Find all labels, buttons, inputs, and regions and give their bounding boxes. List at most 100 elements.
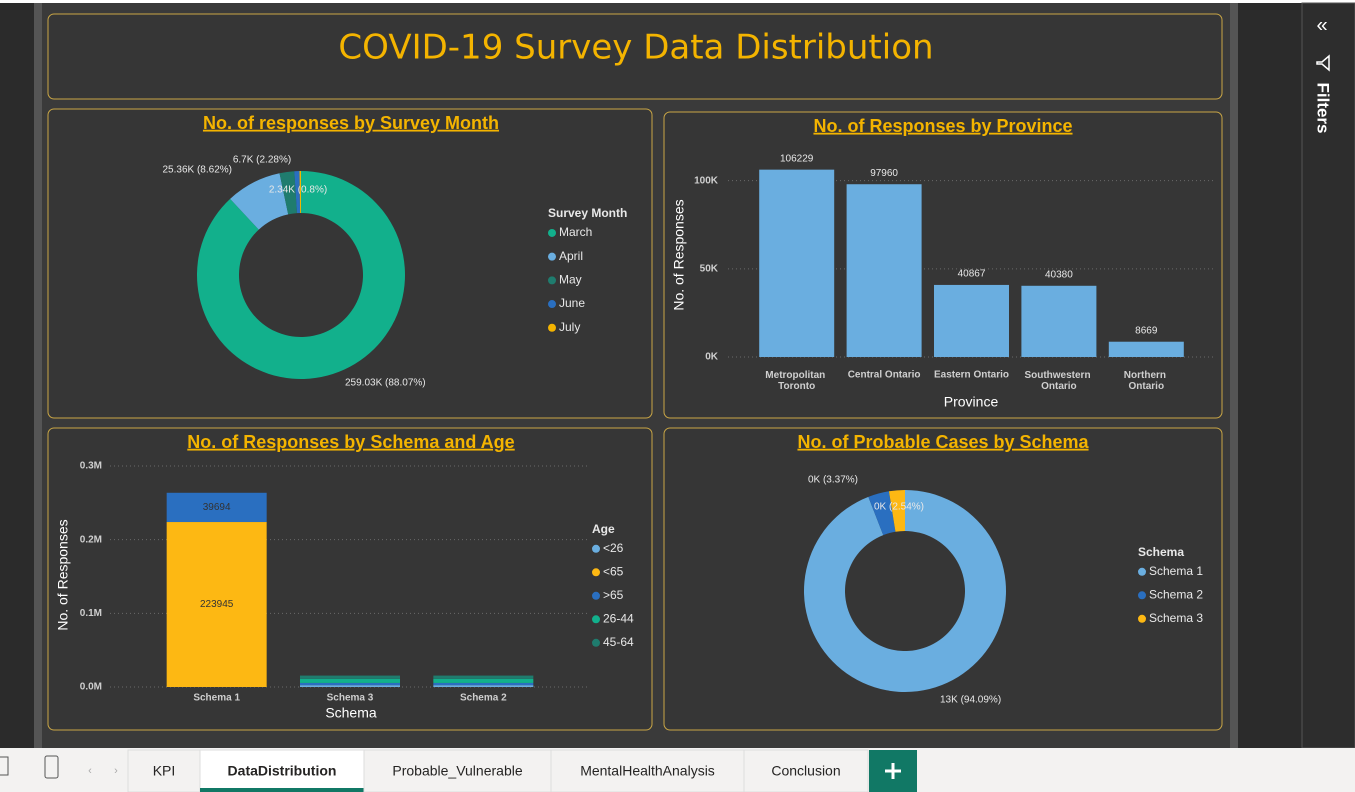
page-title: COVID-19 Survey Data Distribution [338, 28, 933, 68]
y-tick-label: 0.1M [80, 608, 102, 619]
donut-slice[interactable] [803, 490, 1006, 692]
legend-title: Age [592, 522, 615, 536]
active-tab-underline [200, 788, 364, 792]
y-tick-label: 0.2M [80, 534, 102, 545]
legend-title: Survey Month [548, 206, 627, 220]
bar-segment[interactable] [300, 685, 400, 687]
filters-pane[interactable] [1301, 2, 1355, 749]
legend-swatch [592, 638, 600, 647]
bar-segment[interactable] [433, 682, 534, 686]
bar-segment[interactable] [166, 492, 267, 523]
legend-label[interactable]: April [559, 249, 583, 263]
data-label: 25.36K (8.62%) [163, 165, 233, 176]
bar-segment[interactable] [300, 678, 400, 683]
legend-label[interactable]: 45-64 [603, 635, 634, 649]
bar[interactable] [846, 184, 922, 357]
chart-panel [663, 427, 1223, 731]
donut-slice[interactable] [197, 171, 405, 379]
legend-label[interactable]: 26-44 [603, 611, 634, 625]
bar[interactable] [759, 169, 835, 357]
bar[interactable] [934, 284, 1009, 357]
donut-slice[interactable] [279, 171, 297, 215]
y-tick-label: 0K [705, 352, 719, 363]
x-tick-label: Eastern Ontario [934, 370, 1009, 381]
legend-swatch [592, 544, 600, 553]
chart-title: No. of Responses by Schema and Age [187, 432, 514, 452]
bar-segment[interactable] [300, 682, 400, 686]
legend-title: Schema [1138, 545, 1184, 559]
title-panel [47, 13, 1223, 100]
x-tick-label: Southwestern Ontario [1024, 370, 1093, 392]
bar-segment[interactable] [433, 675, 534, 679]
data-label: 6.7K (2.28%) [233, 155, 291, 166]
mobile-view-icon[interactable] [44, 755, 59, 779]
legend-label[interactable]: <65 [603, 564, 624, 578]
chart-panel [47, 108, 653, 419]
chart-title: No. of responses by Survey Month [203, 113, 499, 133]
bar[interactable] [1021, 285, 1097, 357]
data-label: 13K (94.09%) [940, 695, 1001, 706]
legend-label[interactable]: May [559, 273, 582, 287]
data-label: 39694 [203, 502, 231, 513]
donut-slice[interactable] [299, 171, 301, 214]
legend-swatch [548, 276, 556, 285]
data-label: 259.03K (88.07%) [345, 378, 426, 389]
legend-label[interactable]: <26 [603, 541, 624, 555]
legend-label[interactable]: Schema 3 [1149, 611, 1203, 625]
legend-swatch [548, 323, 556, 332]
legend-swatch [548, 228, 556, 237]
bar-segment[interactable] [433, 678, 534, 683]
tab-label[interactable]: DataDistribution [228, 763, 337, 779]
collapse-icon[interactable]: « [1316, 14, 1327, 36]
legend-label[interactable]: March [559, 225, 592, 239]
y-axis-title: No. of Responses [671, 199, 687, 310]
tab-label[interactable]: Probable_Vulnerable [392, 763, 522, 779]
x-tick-label: Metropolitan Toronto [765, 370, 828, 392]
bar-segment[interactable] [433, 685, 534, 687]
chart-title: No. of Responses by Province [813, 116, 1072, 136]
tab-label[interactable]: KPI [153, 763, 176, 779]
donut-slice[interactable] [294, 171, 301, 214]
data-label: 40380 [1045, 269, 1073, 280]
donut-slice[interactable] [230, 173, 289, 230]
next-arrow[interactable]: › [114, 765, 118, 777]
desktop-view-icon[interactable] [0, 756, 9, 776]
prev-arrow[interactable]: ‹ [88, 765, 92, 777]
data-label: 0K (3.37%) [808, 475, 858, 486]
bar-segment[interactable] [300, 675, 400, 679]
plus-icon [885, 763, 901, 779]
top-edge [0, 0, 1355, 3]
chart-title: No. of Probable Cases by Schema [797, 432, 1089, 452]
legend-label[interactable]: >65 [603, 588, 624, 602]
y-axis-title: No. of Responses [55, 519, 71, 630]
donut-slice[interactable] [888, 490, 905, 532]
bar[interactable] [1108, 341, 1184, 357]
x-axis-title: Schema [325, 705, 377, 721]
y-tick-label: 50K [700, 263, 719, 274]
y-tick-label: 100K [694, 175, 719, 186]
legend-swatch [592, 591, 600, 600]
legend-swatch [592, 568, 600, 577]
data-label: 2.34K (0.8%) [269, 185, 327, 196]
legend-swatch [548, 252, 556, 261]
x-tick-label: Schema 2 [460, 693, 507, 704]
legend-label[interactable]: Schema 1 [1149, 564, 1203, 578]
canvas-shadow [1228, 3, 1238, 748]
tab-label[interactable]: Conclusion [771, 763, 840, 779]
tab-label[interactable]: MentalHealthAnalysis [580, 763, 715, 779]
page-tab[interactable] [743, 749, 869, 792]
canvas-shadow [34, 3, 44, 748]
x-tick-label: Central Ontario [848, 370, 921, 381]
filter-icon [1316, 54, 1330, 72]
bar-segment[interactable] [166, 522, 267, 687]
legend-label[interactable]: June [559, 296, 585, 310]
filters-title[interactable]: Filters [1314, 82, 1333, 133]
legend-label[interactable]: Schema 2 [1149, 587, 1203, 601]
legend-label[interactable]: July [559, 320, 580, 334]
x-axis-title: Province [944, 394, 999, 410]
donut-slice[interactable] [868, 491, 896, 536]
data-label: 40867 [958, 269, 986, 280]
data-label: 97960 [870, 168, 898, 179]
